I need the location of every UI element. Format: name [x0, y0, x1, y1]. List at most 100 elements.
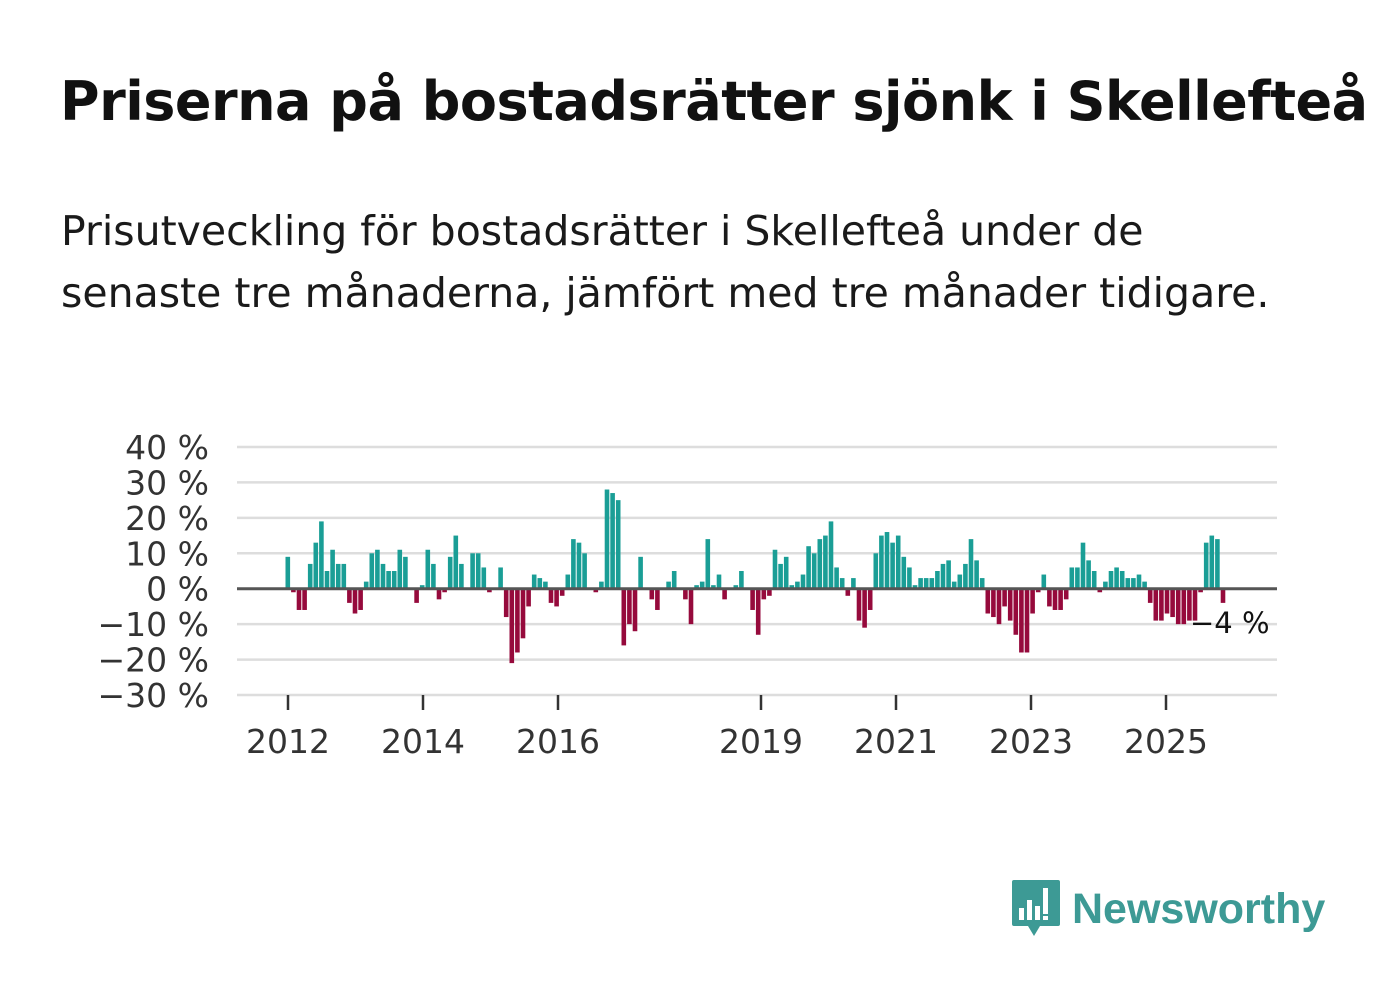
bar	[699, 581, 705, 589]
bar	[817, 539, 823, 589]
bar	[1220, 588, 1226, 603]
bar	[907, 567, 912, 589]
bar	[307, 563, 313, 589]
bar	[436, 588, 442, 600]
x-tick-label: 2014	[381, 722, 465, 761]
bar	[884, 532, 890, 589]
bar	[655, 588, 660, 610]
bar	[828, 521, 834, 589]
bar	[414, 588, 419, 603]
bar	[425, 549, 431, 589]
bar	[1119, 571, 1125, 589]
bar	[537, 578, 543, 589]
bar	[565, 574, 571, 589]
price-change-bar-chart: 40 %30 %20 %10 %0 %−10 %−20 %−30 % 2012 2…	[98, 428, 1277, 761]
bar	[1103, 581, 1108, 589]
bar	[1203, 542, 1209, 589]
bar	[403, 556, 408, 589]
bar	[783, 556, 789, 589]
bar	[839, 578, 845, 589]
bar	[330, 549, 335, 589]
bar	[1019, 588, 1024, 653]
bar	[649, 588, 655, 600]
bar	[918, 578, 923, 589]
bar	[845, 588, 851, 596]
bar	[1069, 567, 1075, 589]
x-tick-label: 2025	[1124, 722, 1208, 761]
bar	[716, 574, 722, 589]
bar	[895, 535, 901, 589]
bar	[1086, 560, 1091, 589]
bar	[946, 560, 951, 589]
bar	[694, 585, 699, 589]
bar	[285, 556, 291, 589]
bar	[296, 588, 302, 610]
bar	[800, 574, 806, 589]
bar	[957, 574, 963, 589]
bar	[1030, 588, 1035, 614]
annotation-label: −4 %	[1190, 606, 1270, 640]
bar	[750, 588, 755, 610]
y-axis-labels: 40 %30 %20 %10 %0 %−10 %−20 %−30 %	[98, 428, 210, 715]
bar	[862, 588, 867, 628]
bar	[509, 588, 515, 664]
bar	[1142, 581, 1147, 589]
bar	[531, 574, 537, 589]
bar	[599, 581, 604, 589]
bar	[571, 539, 576, 589]
bar	[671, 571, 677, 589]
bars	[285, 489, 1226, 664]
bar	[487, 588, 492, 593]
bar	[806, 546, 811, 589]
bar	[811, 553, 817, 589]
y-tick-label: 20 %	[125, 499, 209, 538]
bar	[1052, 588, 1058, 610]
bar	[851, 578, 856, 589]
y-tick-label: 0 %	[146, 570, 209, 609]
bar	[795, 581, 800, 589]
x-tick-label: 2019	[719, 722, 803, 761]
bar	[526, 588, 531, 607]
bar	[391, 571, 397, 589]
bar	[503, 588, 509, 618]
bar	[1170, 588, 1175, 618]
bar	[632, 588, 638, 632]
bar	[1041, 574, 1047, 589]
bar	[1091, 571, 1097, 589]
bar	[929, 578, 935, 589]
bar	[397, 549, 403, 589]
bar	[823, 535, 828, 589]
bar	[358, 588, 363, 610]
bar	[951, 581, 957, 589]
bar	[1209, 535, 1215, 589]
bar	[722, 588, 727, 600]
last-value-annotation: −4 %	[1190, 606, 1270, 640]
bar	[604, 489, 610, 589]
bar	[979, 578, 985, 589]
bar	[1153, 588, 1159, 621]
bar	[1108, 571, 1114, 589]
bar	[711, 585, 716, 589]
bar	[1024, 588, 1030, 653]
bar	[481, 567, 487, 589]
bar	[1175, 588, 1181, 625]
bar	[705, 539, 711, 589]
bar	[375, 549, 380, 589]
bar	[548, 588, 554, 603]
bar	[610, 493, 615, 589]
bar	[1159, 588, 1164, 621]
bar	[1147, 588, 1153, 603]
bar	[985, 588, 991, 614]
bar	[1131, 578, 1136, 589]
bar	[470, 553, 475, 589]
bar	[935, 571, 940, 589]
bar	[453, 535, 459, 589]
y-tick-label: −30 %	[98, 676, 210, 715]
y-tick-label: 10 %	[125, 534, 209, 573]
bar	[739, 571, 744, 589]
bar	[789, 585, 795, 589]
bar	[347, 588, 352, 603]
bar	[447, 556, 453, 589]
bar	[755, 588, 761, 635]
bar	[341, 563, 347, 589]
